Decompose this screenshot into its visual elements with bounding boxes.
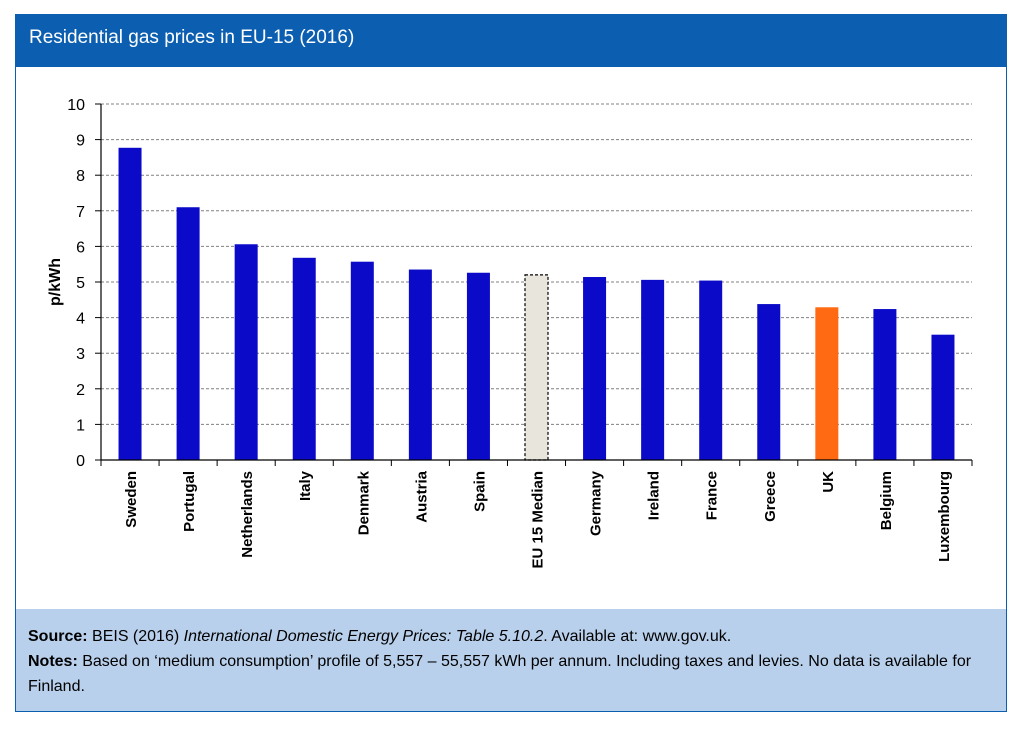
x-category-label: France xyxy=(704,471,721,520)
y-axis-label: p/kWh xyxy=(47,258,64,306)
bar xyxy=(292,257,316,460)
bar xyxy=(466,272,490,460)
bar xyxy=(873,309,897,460)
axes xyxy=(95,103,973,466)
y-tick-label: 0 xyxy=(76,453,85,470)
bar-median xyxy=(524,274,549,461)
source-text-2: . Available at: www.gov.uk. xyxy=(543,628,732,645)
bar xyxy=(757,304,781,460)
notes-line: Notes: Based on ‘medium consumption’ pro… xyxy=(28,649,994,699)
y-tick-label: 7 xyxy=(76,204,85,221)
x-category-label: Germany xyxy=(588,470,605,536)
y-tick-label: 8 xyxy=(76,168,85,185)
x-category-label: Ireland xyxy=(646,471,663,520)
x-category-label: Belgium xyxy=(878,471,895,530)
bar xyxy=(408,269,432,460)
x-category-label: Portugal xyxy=(181,471,198,532)
bar xyxy=(699,280,723,460)
bar-chart: 0 1 2 3 4 5 6 7 8 9 10 Sweden Portugal Netherlands Ita… xyxy=(47,97,973,569)
y-tick-label: 6 xyxy=(76,239,85,256)
x-category-label: Spain xyxy=(471,471,488,512)
y-tick-label: 5 xyxy=(76,275,85,292)
y-tick-label: 1 xyxy=(76,417,85,434)
bars xyxy=(118,147,955,461)
bar xyxy=(176,207,200,460)
bar xyxy=(931,334,955,460)
source-notes-panel: Source: BEIS (2016) International Domest… xyxy=(16,609,1006,711)
x-category-label: EU 15 Median xyxy=(530,471,547,569)
source-label: Source: xyxy=(28,628,88,645)
y-tick-label: 2 xyxy=(76,382,85,399)
source-line: Source: BEIS (2016) International Domest… xyxy=(28,624,994,649)
x-category-label: Sweden xyxy=(123,471,140,528)
bar xyxy=(234,244,258,460)
x-category-label: UK xyxy=(820,471,837,493)
chart-title: Residential gas prices in EU-15 (2016) xyxy=(29,27,355,48)
x-category-label: Netherlands xyxy=(239,471,256,558)
source-title: International Domestic Energy Prices: Ta… xyxy=(183,628,544,645)
x-category-label: Denmark xyxy=(355,470,372,535)
x-category-label: Italy xyxy=(297,470,314,501)
y-tick-label: 3 xyxy=(76,346,85,363)
x-category-label: Austria xyxy=(413,470,430,522)
bar xyxy=(118,147,142,460)
notes-label: Notes: xyxy=(28,653,78,670)
bar xyxy=(350,261,374,460)
bar xyxy=(583,277,607,460)
y-tick-label: 4 xyxy=(76,311,85,328)
y-tick-label: 10 xyxy=(67,97,85,114)
bar-highlight xyxy=(815,307,839,460)
bar xyxy=(641,279,665,460)
chart-header: Residential gas prices in EU-15 (2016) xyxy=(16,15,1006,67)
notes-text: Based on ‘medium consumption’ profile of… xyxy=(28,653,972,695)
x-category-label: Greece xyxy=(762,471,779,522)
chart-frame: Residential gas prices in EU-15 (2016) 0… xyxy=(15,14,1007,712)
y-tick-label: 9 xyxy=(76,133,85,150)
labels: 0 1 2 3 4 5 6 7 8 9 10 Sweden Portugal Netherlands Ita… xyxy=(47,97,953,569)
source-text-1: BEIS (2016) xyxy=(87,628,184,645)
x-category-label: Luxembourg xyxy=(936,471,953,562)
